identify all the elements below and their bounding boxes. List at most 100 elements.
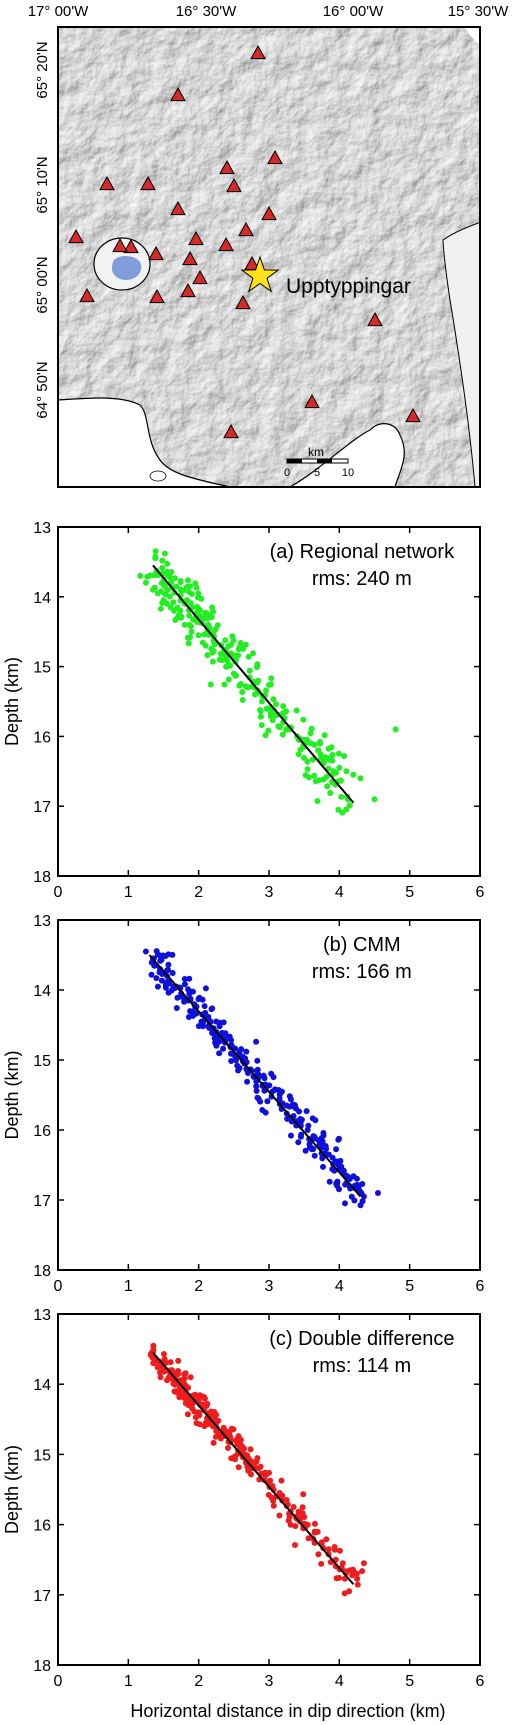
star-label: Upptyppingar bbox=[286, 275, 411, 298]
data-point bbox=[165, 951, 172, 958]
data-point bbox=[160, 1351, 167, 1357]
data-point bbox=[167, 1359, 174, 1366]
data-point bbox=[216, 1020, 223, 1027]
data-point bbox=[272, 1086, 279, 1093]
scale-bar-black bbox=[287, 459, 302, 463]
data-point bbox=[329, 1154, 336, 1161]
data-point bbox=[186, 975, 193, 982]
data-point bbox=[306, 739, 313, 746]
data-point bbox=[204, 652, 211, 659]
data-point bbox=[311, 741, 318, 748]
seismic-station-icon bbox=[182, 250, 198, 266]
data-point bbox=[336, 764, 343, 771]
data-point bbox=[142, 579, 149, 586]
seismic-station-icon bbox=[140, 175, 156, 191]
data-point bbox=[239, 689, 246, 695]
fit-line-a bbox=[152, 564, 355, 804]
scale-unit: km bbox=[308, 445, 324, 459]
data-point bbox=[259, 1470, 266, 1477]
data-point bbox=[149, 1354, 156, 1361]
data-point bbox=[320, 1130, 327, 1136]
data-point bbox=[336, 1135, 342, 1142]
data-point bbox=[181, 1390, 188, 1397]
data-point bbox=[320, 1163, 326, 1170]
data-point bbox=[253, 1083, 260, 1090]
x-tick-label: 2 bbox=[194, 1673, 203, 1690]
data-point bbox=[350, 1173, 357, 1180]
data-point bbox=[305, 1122, 312, 1129]
plot-frame-c bbox=[57, 1313, 481, 1666]
data-point bbox=[331, 1546, 338, 1553]
data-point bbox=[375, 1190, 381, 1196]
data-point bbox=[166, 593, 173, 600]
data-point bbox=[181, 976, 188, 982]
panel-rms-c: rms: 114 m bbox=[313, 1355, 412, 1377]
data-point bbox=[201, 1003, 208, 1010]
data-point bbox=[167, 574, 174, 581]
data-point bbox=[203, 1403, 210, 1409]
data-point bbox=[219, 657, 225, 664]
data-point bbox=[257, 713, 264, 720]
data-point bbox=[175, 1371, 181, 1378]
data-point bbox=[357, 775, 364, 782]
data-point bbox=[235, 1464, 242, 1471]
seismic-station-icon bbox=[188, 230, 204, 246]
y-tick-label: 14 bbox=[33, 590, 51, 607]
y-tick-label: 14 bbox=[33, 1377, 51, 1394]
lat-tick-64-50: 64° 50'N bbox=[34, 361, 51, 418]
data-point bbox=[195, 1023, 202, 1030]
data-point bbox=[327, 755, 334, 762]
data-point bbox=[259, 698, 265, 705]
data-point bbox=[301, 754, 307, 761]
ylabel-b: Depth (km) bbox=[2, 1050, 22, 1139]
data-point bbox=[247, 1446, 254, 1453]
data-point bbox=[165, 966, 171, 973]
data-point bbox=[202, 985, 209, 992]
fit-line-b bbox=[148, 954, 362, 1198]
x-tick-label: 4 bbox=[335, 1673, 344, 1690]
data-point bbox=[187, 1374, 194, 1381]
seismic-station-icon bbox=[79, 287, 95, 303]
data-point bbox=[161, 550, 168, 557]
data-point bbox=[292, 1542, 298, 1548]
data-point bbox=[165, 961, 172, 968]
scale-bar-black-2 bbox=[317, 459, 332, 463]
data-point bbox=[153, 975, 160, 982]
data-point bbox=[253, 1458, 260, 1465]
data-point bbox=[262, 732, 269, 739]
seismic-station-icon bbox=[99, 175, 115, 191]
data-point bbox=[157, 588, 164, 595]
data-point bbox=[226, 662, 233, 669]
data-point bbox=[323, 774, 330, 780]
data-point bbox=[164, 587, 171, 593]
map-island bbox=[149, 470, 167, 482]
data-point bbox=[338, 793, 345, 800]
xlabel: Horizontal distance in dip direction (km… bbox=[130, 1701, 445, 1721]
data-point bbox=[209, 1005, 216, 1012]
data-point bbox=[349, 1566, 356, 1573]
data-point bbox=[170, 599, 177, 606]
scatter-points-c bbox=[147, 1342, 367, 1597]
data-point bbox=[179, 1377, 186, 1383]
data-point bbox=[237, 1442, 243, 1449]
data-point bbox=[222, 637, 229, 644]
data-point bbox=[193, 1010, 200, 1017]
data-point bbox=[157, 1363, 164, 1370]
x-tick-label: 4 bbox=[335, 884, 344, 901]
data-point bbox=[354, 1581, 361, 1588]
data-point bbox=[146, 572, 153, 579]
data-point bbox=[220, 1045, 227, 1052]
coast-bottom-left bbox=[58, 397, 231, 487]
data-point bbox=[309, 1115, 316, 1122]
data-point bbox=[280, 703, 287, 710]
data-point bbox=[323, 1536, 330, 1543]
plot-frame-a bbox=[57, 526, 481, 877]
data-point bbox=[157, 605, 164, 612]
data-point bbox=[193, 584, 200, 591]
data-point bbox=[280, 710, 287, 717]
data-point bbox=[250, 650, 256, 657]
data-point bbox=[295, 1139, 302, 1146]
data-point bbox=[257, 1098, 264, 1105]
scale-bar: km 0 5 10 bbox=[284, 445, 354, 479]
x-tick-label: 2 bbox=[194, 884, 203, 901]
